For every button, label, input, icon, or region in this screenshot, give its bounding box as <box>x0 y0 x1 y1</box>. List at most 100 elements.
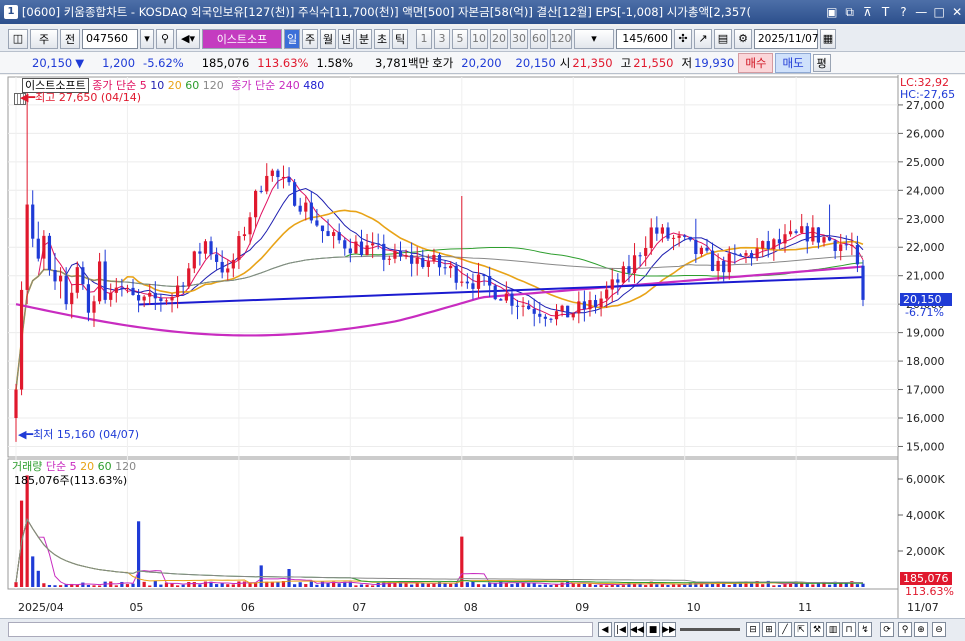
range-select[interactable]: 전 <box>60 28 80 49</box>
candle-body <box>376 243 380 245</box>
search-icon[interactable]: ⚲ <box>156 28 174 49</box>
period-year[interactable]: 년 <box>338 28 354 49</box>
volume-bar <box>309 581 313 587</box>
eval-button[interactable]: 평 <box>812 53 831 72</box>
nav-stop-button[interactable]: ■ <box>646 622 660 637</box>
date-input[interactable]: 2025/11/07 <box>754 28 819 49</box>
candle-body <box>510 293 514 306</box>
zoom-plus-icon[interactable]: ⊕ <box>914 622 928 637</box>
copy-window-icon[interactable]: ⧉ <box>845 5 854 19</box>
volume-bar <box>527 582 531 587</box>
save-icon[interactable]: ▤ <box>714 28 732 49</box>
candle-body <box>159 298 163 302</box>
chart-style-icon[interactable]: ▥ <box>826 622 840 637</box>
interval-120[interactable]: 120 <box>550 28 572 49</box>
grid-icon[interactable] <box>14 93 26 105</box>
period-week[interactable]: 주 <box>302 28 318 49</box>
candle-body <box>593 300 598 308</box>
indicator-icon[interactable]: ↯ <box>858 622 872 637</box>
settings-icon[interactable]: ⚙ <box>734 28 752 49</box>
close-icon[interactable]: ✕ <box>952 5 963 19</box>
nav-first-button[interactable]: |◀ <box>614 622 628 637</box>
nav-prev-button[interactable]: ◀ <box>598 622 612 637</box>
candle-body <box>265 175 269 192</box>
candle-body <box>794 231 798 233</box>
draw-line-icon[interactable]: ╱ <box>778 622 792 637</box>
candle-body <box>749 253 754 258</box>
stock-code-input[interactable]: 047560 <box>82 28 138 49</box>
interval-1[interactable]: 1 <box>416 28 432 49</box>
period-tick[interactable]: 틱 <box>392 28 408 49</box>
candle-body <box>499 299 503 301</box>
search-chart-icon[interactable]: ⚲ <box>898 622 912 637</box>
volume-bar <box>443 583 447 587</box>
font-icon[interactable]: T <box>881 5 890 19</box>
volume-bar <box>432 583 436 587</box>
candle-body <box>92 301 96 313</box>
display-count: 145 <box>622 32 644 45</box>
interval-60[interactable]: 60 <box>530 28 548 49</box>
volume-tick-label: 6,000K <box>906 473 945 486</box>
minimize-icon[interactable]: — <box>915 5 928 19</box>
zoom-in-icon[interactable]: ⊞ <box>762 622 776 637</box>
candle-body <box>293 182 297 206</box>
market-type-select[interactable]: 주 <box>30 28 58 49</box>
candle-body <box>304 202 308 212</box>
interval-10[interactable]: 10 <box>470 28 488 49</box>
crosshair-icon[interactable]: ✣ <box>674 28 692 49</box>
cursor-icon[interactable]: ⇱ <box>794 622 808 637</box>
draw-icon[interactable]: ↗ <box>694 28 712 49</box>
tool-icon[interactable]: ⚒ <box>810 622 824 637</box>
open-price: 21,350 <box>572 55 613 70</box>
period-second[interactable]: 초 <box>374 28 390 49</box>
interval-5[interactable]: 5 <box>452 28 468 49</box>
zoom-slider[interactable] <box>680 628 740 631</box>
chart-area[interactable]: 27,000 26,000 25,000 24,000 23,000 22,000 21,0… <box>0 75 965 618</box>
layout-icon[interactable]: ▣ <box>826 5 838 19</box>
volume-bar <box>393 581 397 587</box>
zoom-minus-icon[interactable]: ⊖ <box>932 622 946 637</box>
candle-body <box>332 232 336 236</box>
volume-panel-border <box>7 458 899 590</box>
candle-body <box>671 237 676 239</box>
interval-3[interactable]: 3 <box>434 28 450 49</box>
candle-body <box>131 287 135 296</box>
volume-bar <box>64 583 68 587</box>
buy-button[interactable]: 매수 <box>738 52 774 73</box>
volume-bar <box>354 585 358 587</box>
sync-icon[interactable]: ⟳ <box>880 622 894 637</box>
sound-icon[interactable]: ◀▾ <box>176 28 200 49</box>
volume-bar <box>566 581 570 587</box>
interval-30[interactable]: 30 <box>510 28 528 49</box>
volume-bar <box>304 584 308 587</box>
legend-stock-name[interactable]: 이스트소프트 <box>22 78 89 93</box>
nav-forward-button[interactable]: ▶▶ <box>662 622 676 637</box>
magnet-icon[interactable]: ⊓ <box>842 622 856 637</box>
stock-name-label[interactable]: 이스트소프 <box>202 28 282 49</box>
volume-bar <box>81 582 85 587</box>
pin-icon[interactable]: ⊼ <box>863 5 872 19</box>
period-month[interactable]: 월 <box>320 28 336 49</box>
volume-bar <box>410 584 414 587</box>
calendar-icon[interactable]: ▦ <box>820 28 836 49</box>
interval-dropdown[interactable]: ▾ <box>574 28 614 49</box>
scrollbar-track[interactable] <box>8 622 593 637</box>
help-icon[interactable]: ? <box>900 5 907 19</box>
nav-rewind-button[interactable]: ◀◀ <box>630 622 644 637</box>
candle-body <box>738 254 743 256</box>
price-chart-svg[interactable]: 27,000 26,000 25,000 24,000 23,000 22,000 21,0… <box>0 75 965 618</box>
code-dropdown-icon[interactable]: ▾ <box>140 28 154 49</box>
volume-bar <box>605 585 609 587</box>
period-day[interactable]: 일 <box>284 28 300 49</box>
interval-20[interactable]: 20 <box>490 28 508 49</box>
maximize-icon[interactable]: □ <box>933 5 945 19</box>
volume-bar <box>722 582 726 587</box>
candle-body <box>120 287 124 289</box>
candle-body <box>644 248 648 256</box>
chart-type-icon[interactable]: ◫ <box>8 28 28 49</box>
period-minute[interactable]: 분 <box>356 28 372 49</box>
zoom-out-icon[interactable]: ⊟ <box>746 622 760 637</box>
sell-button[interactable]: 매도 <box>775 52 811 73</box>
volume-bar <box>493 582 497 587</box>
display-count-input[interactable]: 145/600 <box>616 28 672 49</box>
